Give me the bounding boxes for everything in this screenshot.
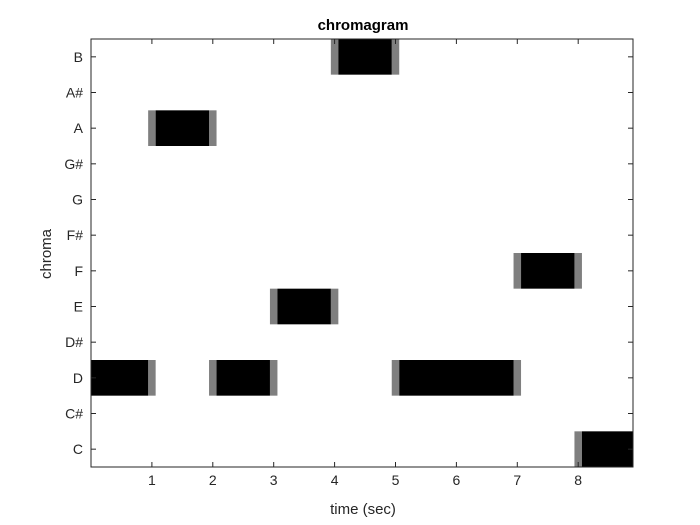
y-tick-label: F [74, 263, 83, 279]
x-tick-label: 7 [513, 472, 521, 488]
y-tick-label: A# [66, 85, 83, 101]
x-tick-label: 2 [209, 472, 217, 488]
chart-title: chromagram [318, 17, 409, 34]
y-tick-label: A [74, 120, 84, 136]
note-cell-D-5 [391, 360, 522, 396]
note-edge-end [148, 360, 156, 396]
note-cell-F-6 [513, 253, 582, 289]
note-edge-end [209, 110, 217, 146]
note-edge-start [269, 288, 278, 325]
note-edge-start [574, 431, 582, 467]
x-tick-label: 6 [452, 472, 460, 488]
y-axis: C C# D D# E F F# G G# A A# B [64, 49, 633, 457]
note-core [91, 360, 149, 396]
x-tick-label: 5 [392, 472, 400, 488]
note-cell-D-0 [91, 360, 156, 396]
note-cell-D-2 [209, 360, 278, 396]
note-core [277, 288, 331, 325]
note-edge-start [209, 360, 217, 396]
x-tick-label: 4 [331, 472, 339, 488]
note-cell-B-4 [330, 39, 400, 75]
y-tick-label: C [73, 441, 83, 457]
y-tick-label: E [74, 299, 83, 315]
y-tick-label: G# [64, 156, 83, 172]
y-tick-label: B [74, 49, 83, 65]
note-edge-end [330, 288, 339, 325]
note-core [399, 360, 514, 396]
note-cell-C-7 [574, 431, 633, 467]
x-tick-label: 1 [148, 472, 156, 488]
y-tick-label: G [72, 192, 83, 208]
note-core [216, 360, 270, 396]
note-core [521, 253, 575, 289]
y-tick-label: C# [65, 406, 83, 422]
x-axis-label: time (sec) [330, 501, 396, 518]
note-edge-start [391, 360, 400, 396]
x-axis: 1 2 3 4 5 6 7 8 [148, 39, 582, 488]
x-tick-label: 8 [574, 472, 582, 488]
note-core [155, 110, 210, 146]
note-cell-A-1 [148, 110, 217, 146]
y-tick-label: D [73, 370, 83, 386]
note-edge-start [513, 253, 522, 289]
note-core [338, 39, 392, 75]
note-edge-start [330, 39, 339, 75]
y-tick-label: D# [65, 334, 83, 350]
note-edge-end [391, 39, 400, 75]
y-axis-label: chroma [38, 228, 55, 279]
plot-area [90, 38, 634, 468]
note-edge-end [513, 360, 522, 396]
note-edge-end [574, 253, 582, 289]
note-edge-end [269, 360, 278, 396]
axes-box [90, 38, 634, 468]
note-cell-E-3 [269, 288, 339, 325]
x-tick-label: 3 [270, 472, 278, 488]
note-edge-start [148, 110, 156, 146]
note-core [581, 431, 633, 467]
y-tick-label: F# [67, 227, 84, 243]
